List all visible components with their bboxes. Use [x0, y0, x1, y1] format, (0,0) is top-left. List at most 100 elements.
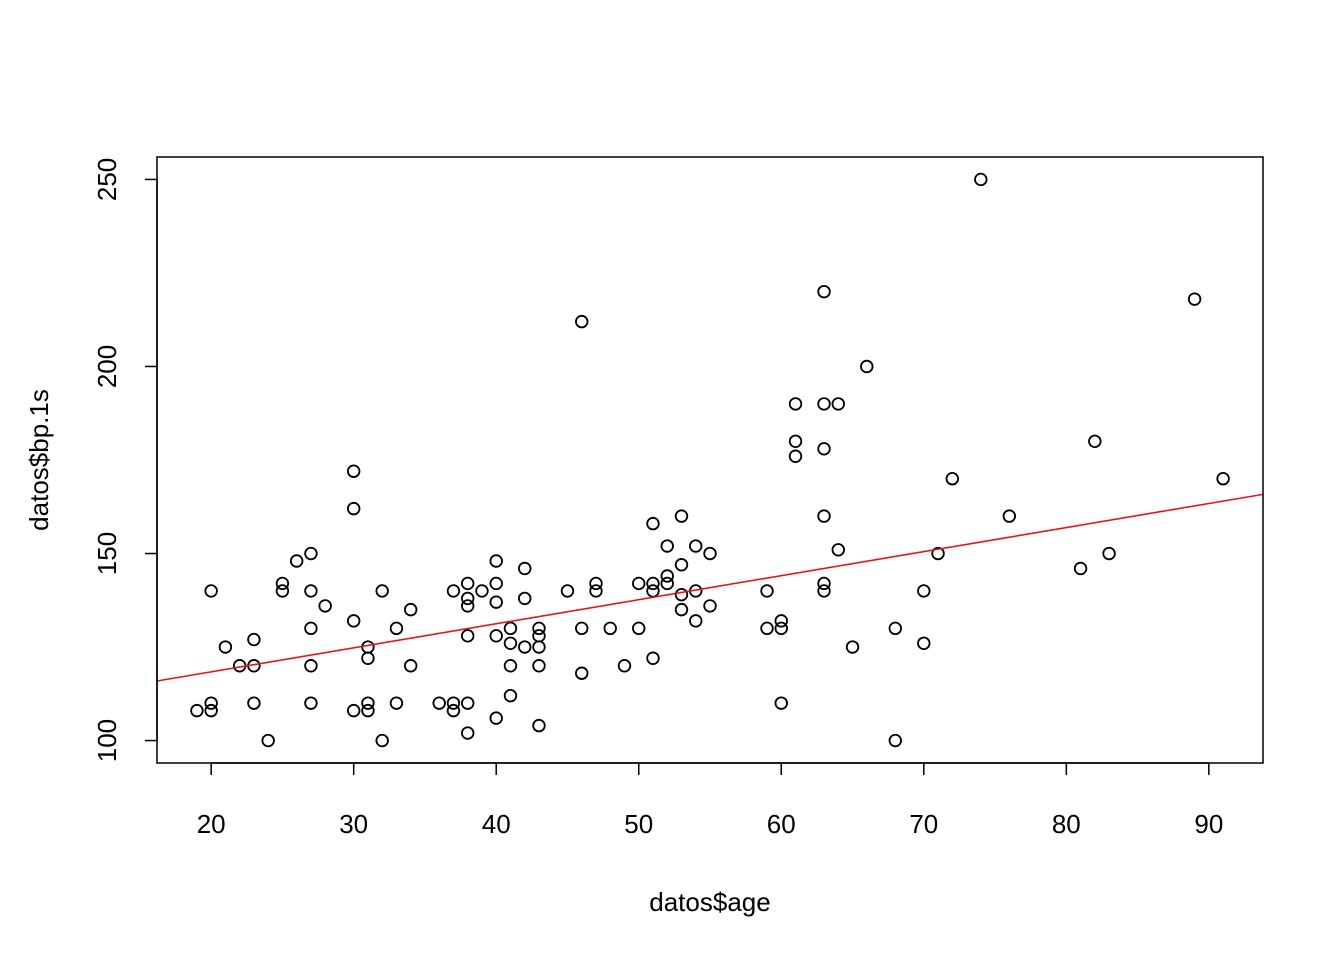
data-point [674, 602, 689, 617]
data-point [275, 584, 290, 598]
data-point [289, 554, 304, 568]
data-point [361, 703, 375, 718]
x-axis-title: datos$age [649, 887, 770, 917]
data-point [503, 621, 518, 636]
data-point [432, 696, 446, 710]
data-point [446, 703, 461, 718]
data-point [247, 632, 261, 647]
data-point [532, 629, 546, 643]
data-point [817, 442, 831, 456]
data-point [646, 516, 660, 531]
data-point [461, 576, 475, 591]
data-point [304, 584, 318, 598]
data-point [674, 509, 689, 523]
x-tick-label: 80 [1052, 809, 1081, 839]
data-point [831, 397, 845, 411]
data-point [503, 688, 518, 703]
data-point [403, 659, 418, 673]
data-point [361, 640, 375, 654]
data-point [788, 434, 803, 448]
data-point [760, 584, 774, 598]
data-point [845, 640, 860, 654]
data-point [917, 636, 931, 650]
data-point [489, 554, 503, 568]
data-point [774, 621, 788, 636]
data-point [532, 621, 546, 636]
data-point [760, 621, 774, 636]
data-point [917, 584, 931, 598]
data-point [489, 629, 503, 643]
data-point [489, 595, 503, 609]
regression-line [156, 493, 1264, 682]
data-point [532, 718, 546, 733]
data-point [461, 726, 475, 740]
data-point [247, 696, 261, 710]
data-point [945, 472, 959, 486]
data-point [575, 621, 589, 636]
x-tick-label: 70 [909, 809, 938, 839]
plot-frame [156, 156, 1264, 764]
data-point [931, 546, 945, 561]
data-point [774, 614, 788, 628]
data-point [817, 584, 831, 598]
data-point [617, 659, 632, 673]
y-tick-label: 200 [92, 345, 122, 388]
x-tick-label: 60 [767, 809, 796, 839]
data-point [361, 696, 375, 710]
data-point [646, 576, 660, 591]
data-point [817, 576, 831, 591]
data-point [318, 599, 332, 613]
y-tick-label: 250 [92, 158, 122, 201]
data-point [446, 584, 461, 598]
data-point [261, 733, 275, 748]
data-point [346, 703, 361, 718]
data-point [646, 651, 660, 665]
data-point [503, 636, 518, 650]
data-point [389, 621, 404, 636]
data-point [446, 696, 461, 710]
data-point [346, 501, 361, 516]
data-point [532, 640, 546, 654]
y-tick-label: 150 [92, 532, 122, 575]
data-point [375, 733, 389, 748]
data-point [817, 509, 831, 523]
data-point [1002, 509, 1017, 523]
data-point [518, 640, 532, 654]
data-point [503, 659, 518, 673]
data-point [375, 584, 389, 598]
data-point [888, 733, 902, 748]
data-point [674, 587, 689, 602]
data-point [817, 397, 831, 411]
data-point [204, 696, 218, 710]
data-point [304, 696, 318, 710]
data-point [389, 696, 404, 710]
data-point [560, 584, 575, 598]
axis-ticks: 20 30 40 50 60 70 80 90 100 150 200 250 [92, 158, 1223, 839]
y-tick-label: 100 [92, 719, 122, 762]
data-point [1102, 546, 1116, 561]
data-point [888, 621, 902, 636]
data-point [703, 546, 717, 561]
data-point [632, 621, 646, 636]
data-point [660, 576, 674, 591]
data-point [817, 284, 831, 299]
data-point [1073, 561, 1088, 576]
data-point [575, 666, 589, 680]
data-point [831, 543, 845, 557]
data-point [660, 539, 674, 553]
data-point [674, 558, 689, 572]
data-point [403, 602, 418, 617]
x-tick-label: 90 [1194, 809, 1223, 839]
data-point [218, 640, 233, 654]
data-point [475, 584, 489, 598]
data-point [190, 703, 204, 718]
data-point [603, 621, 617, 636]
data-point [974, 172, 988, 187]
data-point [1216, 472, 1230, 486]
data-point [788, 397, 803, 411]
data-point [489, 711, 503, 725]
data-point [304, 546, 318, 561]
data-point [646, 584, 660, 598]
